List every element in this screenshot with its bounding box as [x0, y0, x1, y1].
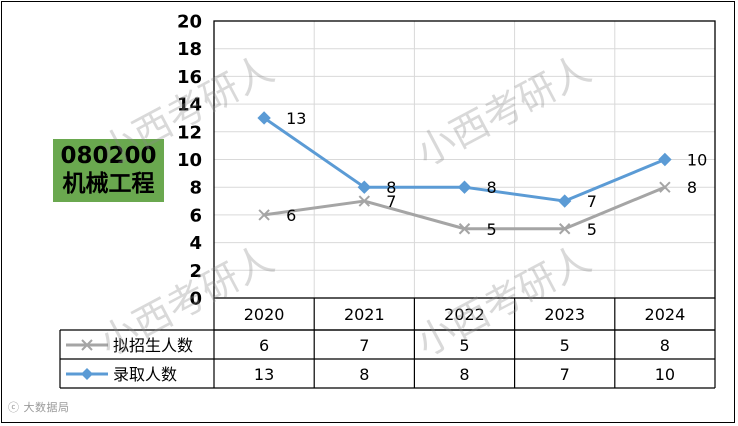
legend-label: 录取人数 — [113, 365, 177, 384]
subject-code: 080200 — [60, 143, 157, 169]
table-cell: 5 — [459, 336, 469, 355]
data-point — [658, 152, 672, 167]
y-tick-label: 0 — [189, 289, 202, 310]
plot-area — [213, 20, 716, 299]
subject-badge: 080200 机械工程 — [53, 139, 164, 202]
x-tick-label: 2020 — [244, 305, 285, 324]
x-tick-label: 2021 — [344, 305, 385, 324]
data-point — [257, 111, 271, 125]
y-tick-label: 20 — [177, 12, 202, 33]
data-label: 8 — [487, 178, 497, 197]
table-cell: 8 — [660, 336, 670, 355]
y-tick-label: 16 — [177, 67, 202, 88]
table-cell: 13 — [254, 365, 274, 384]
data-label: 10 — [687, 151, 707, 170]
legend-label: 拟招生人数 — [113, 336, 193, 355]
y-tick-label: 8 — [189, 178, 202, 199]
data-point — [557, 194, 572, 208]
table-cell: 7 — [560, 365, 570, 384]
subject-name: 机械工程 — [62, 171, 155, 197]
table-cell: 10 — [655, 365, 675, 384]
data-point — [457, 180, 472, 194]
source-caption: ⓒ 大数据局 — [8, 401, 70, 414]
data-label: 5 — [587, 220, 597, 239]
table-cell: 8 — [359, 365, 369, 384]
y-tick-label: 18 — [177, 39, 202, 60]
x-tick-label: 2024 — [645, 305, 686, 324]
y-tick-label: 14 — [177, 95, 202, 116]
x-tick-label: 2023 — [544, 305, 585, 324]
data-point — [357, 180, 372, 194]
data-point — [558, 223, 571, 235]
data-point — [358, 195, 371, 207]
table-cell: 7 — [359, 336, 369, 355]
data-label: 8 — [386, 178, 396, 197]
y-tick-label: 2 — [189, 261, 202, 282]
x-tick-label: 2022 — [444, 305, 485, 324]
data-label: 5 — [487, 220, 497, 239]
y-tick-label: 6 — [189, 205, 202, 226]
data-label: 13 — [286, 109, 306, 128]
legend-marker — [81, 368, 93, 380]
data-label: 6 — [286, 206, 296, 225]
table-cell: 5 — [560, 336, 570, 355]
data-label: 7 — [386, 192, 396, 211]
data-point — [458, 223, 471, 235]
data-point — [659, 181, 671, 193]
table-cell: 6 — [259, 336, 269, 355]
table-cell: 8 — [459, 365, 469, 384]
legend-marker — [81, 339, 93, 351]
y-tick-label: 10 — [177, 150, 202, 171]
data-label: 7 — [587, 192, 597, 211]
data-label: 8 — [687, 178, 697, 197]
y-tick-label: 12 — [177, 122, 202, 143]
y-tick-label: 4 — [189, 233, 202, 254]
data-point — [258, 209, 270, 221]
